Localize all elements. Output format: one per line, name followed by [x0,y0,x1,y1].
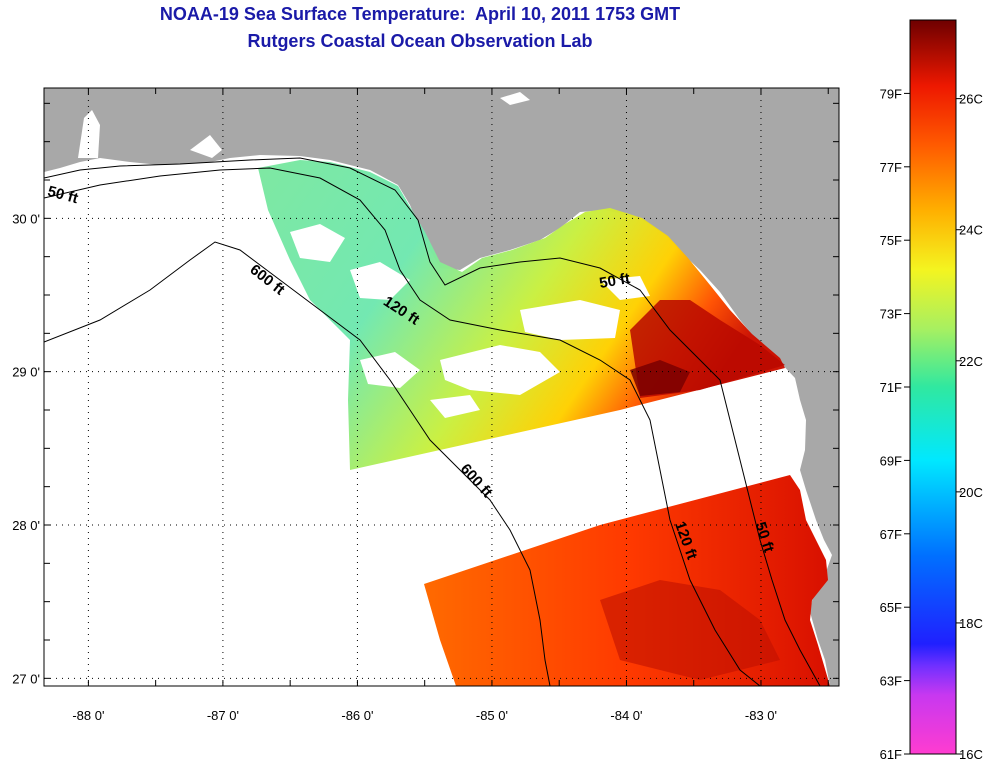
contour-120ft [44,167,761,686]
plot-frame [43,87,840,687]
contour-600ft [44,241,551,686]
figure-subtitle: Rutgers Coastal Ocean Observation Lab [247,31,593,51]
land-mass [44,88,839,686]
colorbar-label-f: 63F [880,674,902,689]
cloud-patch [520,300,620,340]
cloud-patch [350,262,410,300]
cloud-patch [290,224,345,262]
lat-tick-label: 28 0' [12,518,40,533]
lat-tick-label: 30 0' [12,211,40,226]
figure-title: NOAA-19 Sea Surface Temperature: April 1… [159,4,681,24]
colorbar-label-c: 22C [959,354,983,369]
graticule: -88 0' -87 0' -86 0' -85 0' -84 0' -83 0' 30 0… [12,88,839,723]
cloud-patch [600,276,650,300]
colorbar-label-c: 26C [959,92,983,107]
colorbar-labels: 79F 77F 75F 73F 71F 69F 67F 65F 63F 61F 26C 24C 22C 2… [880,86,983,762]
colorbar-label-f: 77F [880,160,902,175]
cloud-patch [430,395,480,418]
cloud-patch [440,345,560,395]
contour-50ft [44,157,821,686]
bay-inlet [190,135,222,158]
colorbar-label-f: 61F [880,747,902,762]
lon-tick-label: -83 0' [745,708,777,723]
colorbar-label-c: 16C [959,747,983,762]
lat-tick-label: 29 0' [12,365,40,380]
mobile-bay [78,110,100,158]
lon-tick-label: -86 0' [341,708,373,723]
colorbar-label-f: 69F [880,453,902,468]
sst-warm-core [600,580,780,680]
colorbar-label-f: 71F [880,380,902,395]
cloud-patch [360,352,420,388]
colorbar-label-f: 73F [880,307,902,322]
sst-warm-core [630,360,690,396]
colorbar-label-f: 75F [880,233,902,248]
lon-tick-label: -84 0' [610,708,642,723]
lon-tick-label: -88 0' [72,708,104,723]
colorbar-label-f: 79F [880,86,902,101]
contour-label: 50 ft [598,270,631,292]
lon-tick-label: -87 0' [207,708,239,723]
lat-tick-label: 27 0' [12,671,40,686]
colorbar-label-c: 24C [959,223,983,238]
colorbar-label-f: 67F [880,527,902,542]
bay-inlet [500,92,530,105]
colorbar-label-c: 20C [959,485,983,500]
colorbar-label-c: 18C [959,616,983,631]
colorbar-label-f: 65F [880,600,902,615]
lon-tick-label: -85 0' [476,708,508,723]
colorbar [909,19,957,755]
